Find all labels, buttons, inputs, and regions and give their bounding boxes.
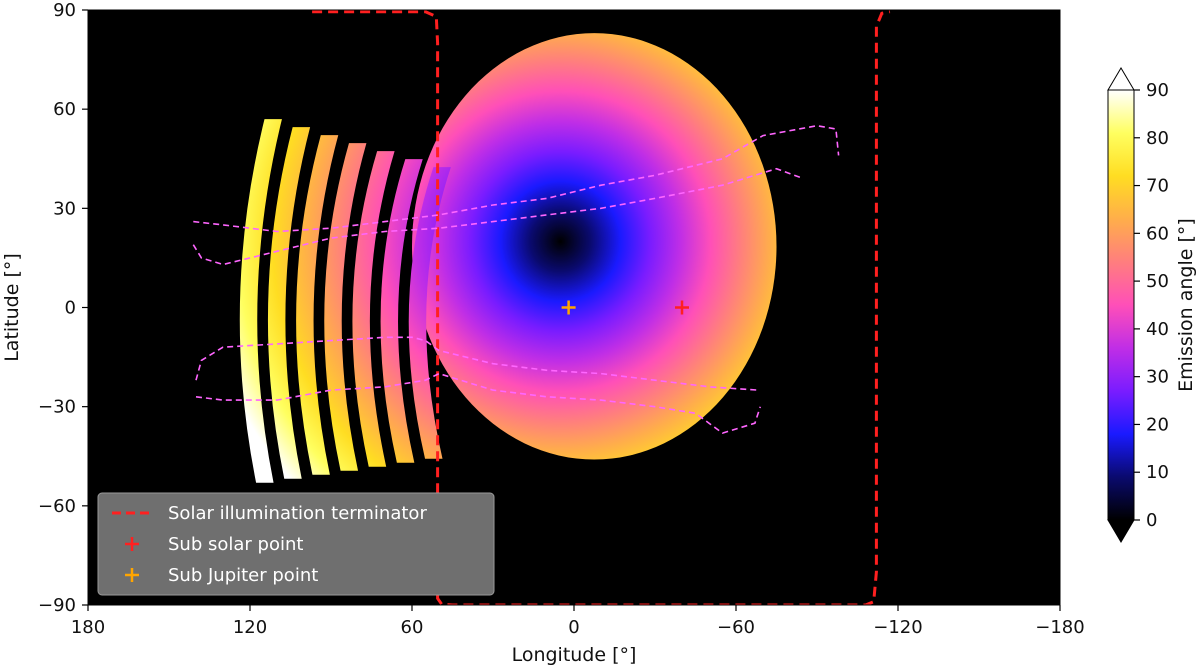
region-outline-line (192, 167, 804, 266)
x-tick-label: 120 (233, 617, 267, 638)
coverage-stripe (239, 119, 282, 483)
sub-jupiter-point-marker (561, 300, 576, 315)
legend-entry: Solar illumination terminator (112, 503, 427, 524)
region-outline-line (195, 336, 758, 391)
colorbar-extend-min (1107, 519, 1135, 543)
legend-label: Solar illumination terminator (168, 503, 427, 524)
sub-solar-point-marker (675, 300, 689, 315)
x-axis-label: Longitude [°] (512, 644, 637, 666)
overlay-lines (192, 10, 891, 605)
coverage-stripe (267, 127, 311, 479)
x-tick-label: 180 (71, 617, 105, 638)
coverage-stripe (380, 159, 423, 463)
colorbar-tick-label: 20 (1146, 414, 1169, 435)
legend-label: Sub solar point (168, 534, 303, 555)
colorbar: 0 10 20 30 40 50 60 70 80 90 (1107, 67, 1169, 543)
colorbar-tick-label: 10 (1146, 462, 1169, 483)
coverage-stripe (408, 167, 451, 459)
legend-label: Sub Jupiter point (168, 565, 318, 586)
region-outline-line (195, 372, 762, 434)
x-tick-label: −120 (873, 617, 922, 638)
coverage-main-disc (412, 33, 777, 460)
coverage-stripe (296, 135, 339, 475)
legend: Solar illumination terminator Sub solar p… (97, 492, 495, 596)
x-tick-label: 60 (401, 617, 424, 638)
colorbar-tick-label: 80 (1146, 128, 1169, 149)
x-tick-label: −60 (717, 617, 755, 638)
y-tick-label: −60 (38, 496, 76, 517)
y-tick-label: −30 (38, 397, 76, 418)
legend-box (97, 492, 495, 596)
colorbar-tick-label: 30 (1146, 367, 1169, 388)
region-outline-line (193, 124, 840, 233)
colorbar-gradient (1108, 90, 1134, 520)
colorbar-tick-label: 50 (1146, 271, 1169, 292)
colorbar-label: Emission angle [°] (1175, 218, 1197, 392)
point-markers (561, 300, 689, 315)
legend-entry: Sub solar point (125, 534, 303, 555)
colorbar-tick-label: 40 (1146, 319, 1169, 340)
y-tick-label: 60 (53, 99, 76, 120)
y-tick-label: 30 (53, 198, 76, 219)
colorbar-tick-label: 0 (1146, 510, 1157, 531)
colorbar-tick-label: 90 (1146, 80, 1169, 101)
y-axis-label: Latitude [°] (1, 253, 23, 362)
x-axis: 180 120 60 0 −60 −120 −180 (71, 605, 1085, 638)
y-tick-label: −90 (38, 595, 76, 616)
legend-entry: Sub Jupiter point (125, 565, 318, 586)
y-tick-label: 0 (65, 298, 76, 319)
coverage-stripe (352, 151, 395, 467)
coverage-stripe (324, 143, 367, 471)
x-tick-label: −180 (1035, 617, 1084, 638)
y-axis: 90 60 30 0 −30 −60 −90 (38, 0, 88, 616)
colorbar-extend-max (1107, 67, 1135, 91)
y-tick-label: 90 (53, 0, 76, 21)
x-tick-label: 0 (568, 617, 579, 638)
colorbar-tick-label: 70 (1146, 176, 1169, 197)
colorbar-tick-label: 60 (1146, 223, 1169, 244)
emission-angle-map (239, 33, 777, 483)
colorbar-frame (1107, 89, 1135, 521)
